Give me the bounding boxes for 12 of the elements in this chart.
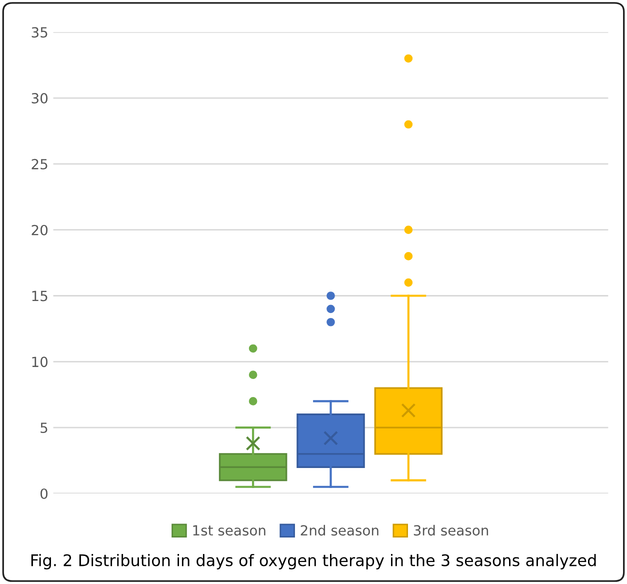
- y-tick-label: 35: [32, 27, 48, 38]
- y-tick-label: 0: [40, 488, 48, 499]
- y-tick-label: 25: [32, 158, 48, 170]
- caption: Fig. 2 Distribution in days of oxygen therapy in the 3 seasons analyzed: [31, 554, 596, 570]
- y-tick-label: 15: [32, 290, 48, 302]
- y-tick-label: 5: [40, 422, 48, 434]
- y-tick-label: 20: [32, 224, 48, 236]
- legend-label: 3rd season: [414, 524, 488, 536]
- legend-label: 2nd season: [300, 524, 378, 536]
- legend-label: 1st season: [193, 525, 266, 536]
- y-tick-label: 10: [32, 356, 48, 368]
- y-tick-label: 30: [32, 92, 48, 104]
